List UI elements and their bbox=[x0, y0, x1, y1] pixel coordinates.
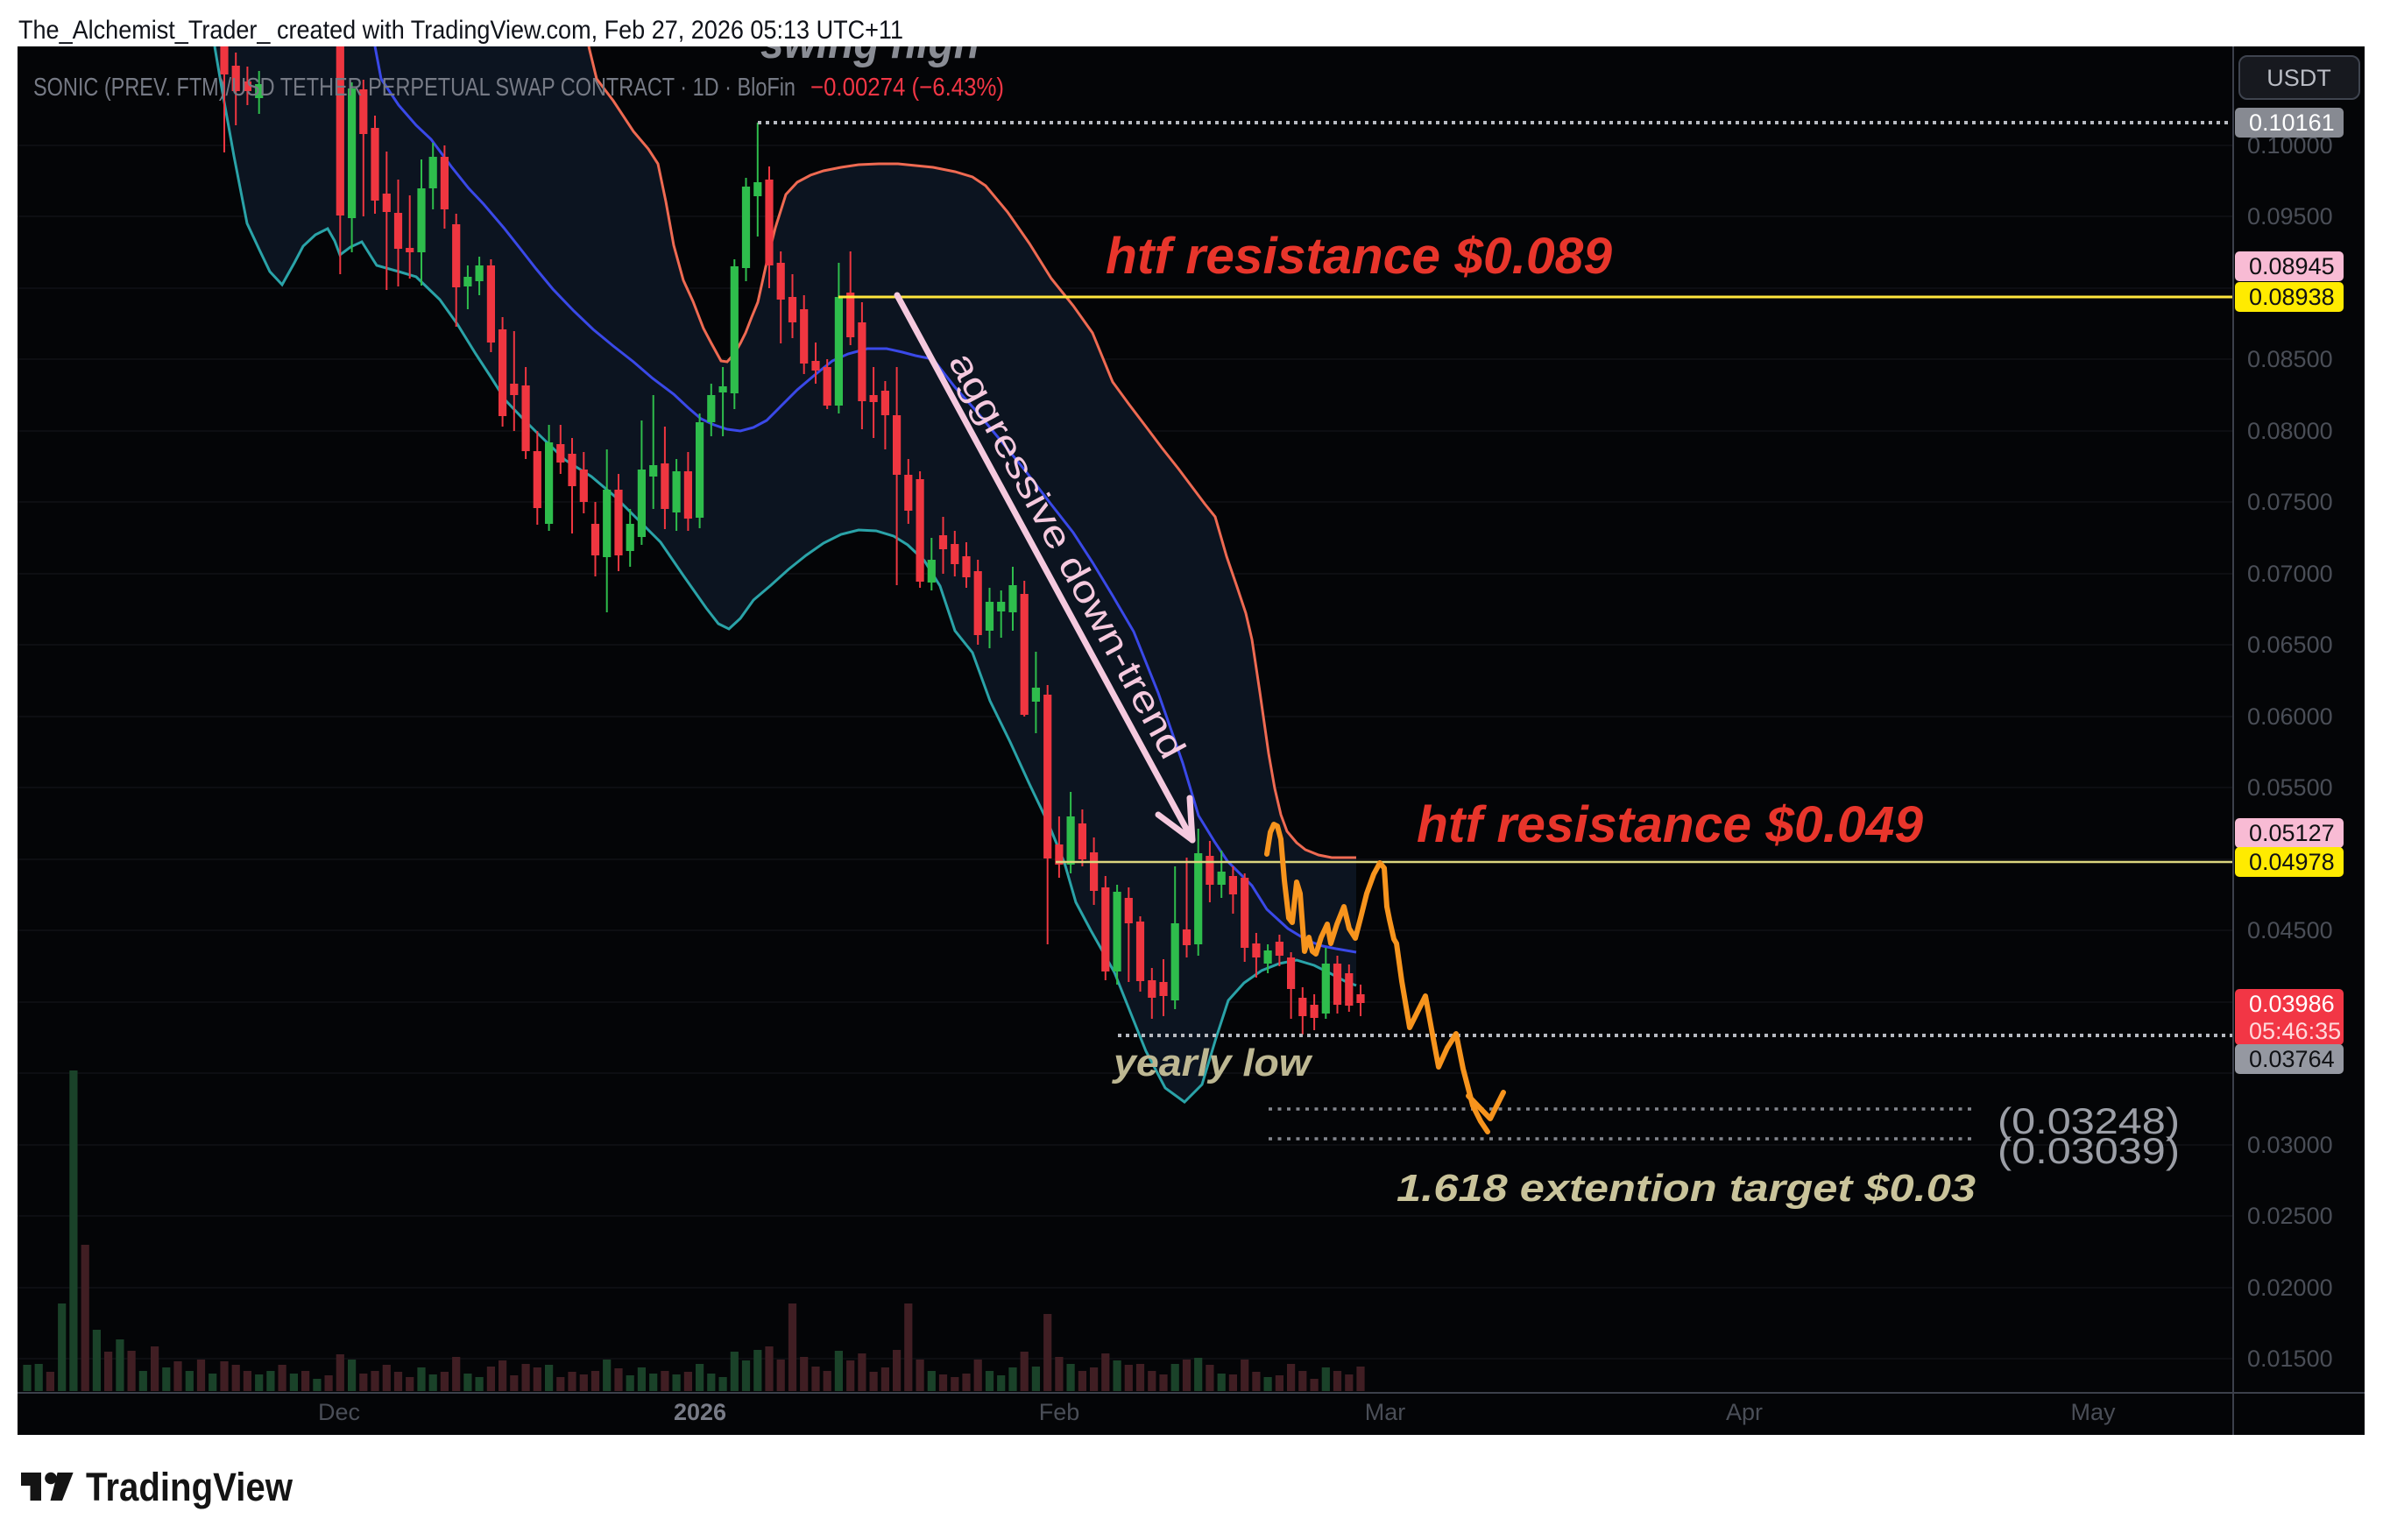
svg-text:swing high: swing high bbox=[760, 18, 979, 68]
svg-text:−0.00274 (−6.43%): −0.00274 (−6.43%) bbox=[810, 74, 1004, 102]
svg-text:SONIC (PREV. FTM)/USD TETHER P: SONIC (PREV. FTM)/USD TETHER PERPETUAL S… bbox=[33, 74, 796, 102]
svg-text:05:46:35: 05:46:35 bbox=[2249, 1018, 2341, 1044]
svg-text:0.02500: 0.02500 bbox=[2247, 1203, 2333, 1229]
svg-text:0.08938: 0.08938 bbox=[2249, 284, 2335, 310]
svg-text:Feb: Feb bbox=[1039, 1399, 1080, 1425]
svg-text:0.08500: 0.08500 bbox=[2247, 346, 2333, 372]
svg-text:0.02000: 0.02000 bbox=[2247, 1275, 2333, 1301]
svg-text:yearly low: yearly low bbox=[1112, 1042, 1313, 1084]
svg-text:The_Alchemist_Trader_ created: The_Alchemist_Trader_ created with Tradi… bbox=[18, 16, 903, 45]
svg-text:0.10161: 0.10161 bbox=[2249, 109, 2335, 136]
svg-text:0.07500: 0.07500 bbox=[2247, 489, 2333, 515]
svg-text:htf resistance $0.089: htf resistance $0.089 bbox=[1106, 228, 1612, 285]
svg-text:Dec: Dec bbox=[318, 1399, 360, 1425]
svg-text:Apr: Apr bbox=[1726, 1399, 1763, 1425]
svg-text:1.618 extention target $0.03: 1.618 extention target $0.03 bbox=[1397, 1167, 1976, 1210]
svg-text:0.06500: 0.06500 bbox=[2247, 632, 2333, 658]
svg-text:May: May bbox=[2070, 1399, 2116, 1425]
svg-text:0.05127: 0.05127 bbox=[2249, 820, 2335, 846]
svg-text:0.03764: 0.03764 bbox=[2249, 1046, 2335, 1072]
svg-text:0.07000: 0.07000 bbox=[2247, 561, 2333, 587]
svg-text:0.04978: 0.04978 bbox=[2249, 849, 2335, 875]
svg-text:(0.03248): (0.03248) bbox=[1998, 1100, 2180, 1141]
svg-text:0.08945: 0.08945 bbox=[2249, 253, 2335, 279]
svg-text:htf resistance $0.049: htf resistance $0.049 bbox=[1417, 796, 1923, 853]
svg-text:0.08000: 0.08000 bbox=[2247, 418, 2333, 444]
svg-text:(0.03039): (0.03039) bbox=[1998, 1130, 2180, 1171]
svg-text:0.09500: 0.09500 bbox=[2247, 203, 2333, 230]
svg-text:USDT: USDT bbox=[2266, 65, 2331, 91]
svg-text:0.03986: 0.03986 bbox=[2249, 991, 2335, 1017]
svg-text:TradingView: TradingView bbox=[86, 1465, 293, 1509]
svg-text:0.06000: 0.06000 bbox=[2247, 703, 2333, 730]
svg-text:0.05500: 0.05500 bbox=[2247, 774, 2333, 801]
svg-text:0.01500: 0.01500 bbox=[2247, 1346, 2333, 1372]
svg-text:Mar: Mar bbox=[1365, 1399, 1406, 1425]
svg-text:2026: 2026 bbox=[674, 1399, 726, 1425]
svg-text:0.03000: 0.03000 bbox=[2247, 1132, 2333, 1158]
svg-text:0.04500: 0.04500 bbox=[2247, 917, 2333, 943]
